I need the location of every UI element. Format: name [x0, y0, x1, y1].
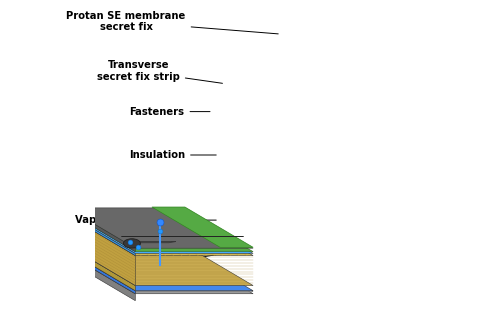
Polygon shape [67, 245, 253, 286]
Polygon shape [67, 215, 136, 286]
Polygon shape [67, 208, 253, 248]
Polygon shape [118, 281, 122, 286]
Polygon shape [67, 250, 136, 294]
Text: Substrate: Substrate [117, 255, 216, 272]
Ellipse shape [124, 239, 140, 248]
Polygon shape [67, 211, 185, 213]
Polygon shape [67, 254, 253, 294]
Polygon shape [67, 215, 185, 245]
Text: Insulation: Insulation [129, 150, 216, 160]
Polygon shape [132, 290, 136, 294]
Polygon shape [67, 245, 136, 291]
Polygon shape [118, 281, 240, 284]
Polygon shape [104, 273, 226, 276]
Polygon shape [67, 250, 185, 254]
Polygon shape [67, 208, 136, 252]
Text: Fasteners: Fasteners [130, 107, 210, 117]
Text: Protan SE membrane
secret fix: Protan SE membrane secret fix [66, 11, 278, 34]
Polygon shape [128, 241, 176, 243]
Polygon shape [152, 207, 253, 247]
Polygon shape [67, 254, 185, 260]
Polygon shape [91, 265, 94, 270]
Polygon shape [67, 213, 185, 215]
Polygon shape [132, 290, 253, 292]
Polygon shape [67, 245, 185, 250]
Text: Vapour control layer: Vapour control layer [74, 215, 216, 225]
Text: Transverse
secret fix strip: Transverse secret fix strip [97, 60, 222, 83]
Polygon shape [67, 213, 253, 253]
Polygon shape [67, 208, 185, 211]
Polygon shape [91, 265, 212, 268]
Polygon shape [67, 254, 136, 301]
Polygon shape [78, 257, 198, 259]
Polygon shape [67, 213, 136, 255]
Polygon shape [104, 273, 108, 278]
Polygon shape [67, 211, 253, 252]
Polygon shape [67, 250, 253, 291]
Polygon shape [78, 257, 80, 262]
Polygon shape [67, 215, 253, 255]
